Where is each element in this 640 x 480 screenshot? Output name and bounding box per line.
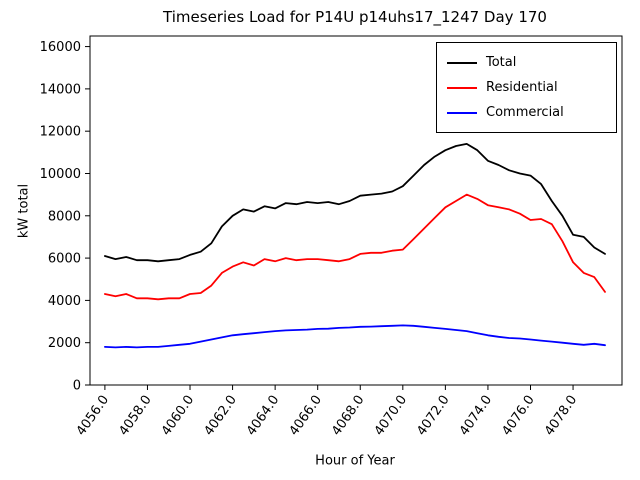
- svg-text:4000: 4000: [48, 294, 81, 309]
- svg-text:4066.0: 4066.0: [287, 393, 325, 439]
- svg-text:4062.0: 4062.0: [201, 393, 239, 439]
- legend-item-commercial: Commercial: [447, 100, 606, 125]
- x-axis-label: Hour of Year: [315, 453, 395, 469]
- legend-line-commercial: [447, 111, 477, 114]
- chart-title: Timeseries Load for P14U p14uhs17_1247 D…: [163, 8, 547, 26]
- legend-line-residential: [447, 86, 477, 89]
- svg-text:0: 0: [73, 379, 81, 394]
- svg-text:4060.0: 4060.0: [159, 393, 197, 439]
- svg-text:4074.0: 4074.0: [457, 393, 495, 439]
- legend: Total Residential Commercial: [436, 42, 617, 133]
- legend-label-residential: Residential: [486, 80, 558, 95]
- legend-line-total: [447, 61, 477, 64]
- legend-label-total: Total: [486, 55, 517, 70]
- svg-text:2000: 2000: [48, 336, 81, 351]
- svg-text:10000: 10000: [40, 167, 81, 182]
- svg-text:16000: 16000: [40, 40, 81, 55]
- svg-text:4078.0: 4078.0: [542, 393, 580, 439]
- y-axis-label: kW total: [16, 183, 32, 239]
- svg-text:4070.0: 4070.0: [372, 393, 410, 439]
- legend-label-commercial: Commercial: [486, 105, 564, 120]
- legend-item-total: Total: [447, 50, 606, 75]
- svg-text:8000: 8000: [48, 209, 81, 224]
- legend-item-residential: Residential: [447, 75, 606, 100]
- svg-text:12000: 12000: [40, 125, 81, 140]
- svg-text:4064.0: 4064.0: [244, 393, 282, 439]
- svg-text:4072.0: 4072.0: [414, 393, 452, 439]
- svg-text:14000: 14000: [40, 82, 81, 97]
- svg-text:4056.0: 4056.0: [74, 393, 112, 439]
- svg-text:6000: 6000: [48, 252, 81, 267]
- svg-text:4058.0: 4058.0: [116, 393, 154, 439]
- svg-text:4076.0: 4076.0: [499, 393, 537, 439]
- svg-text:4068.0: 4068.0: [329, 393, 367, 439]
